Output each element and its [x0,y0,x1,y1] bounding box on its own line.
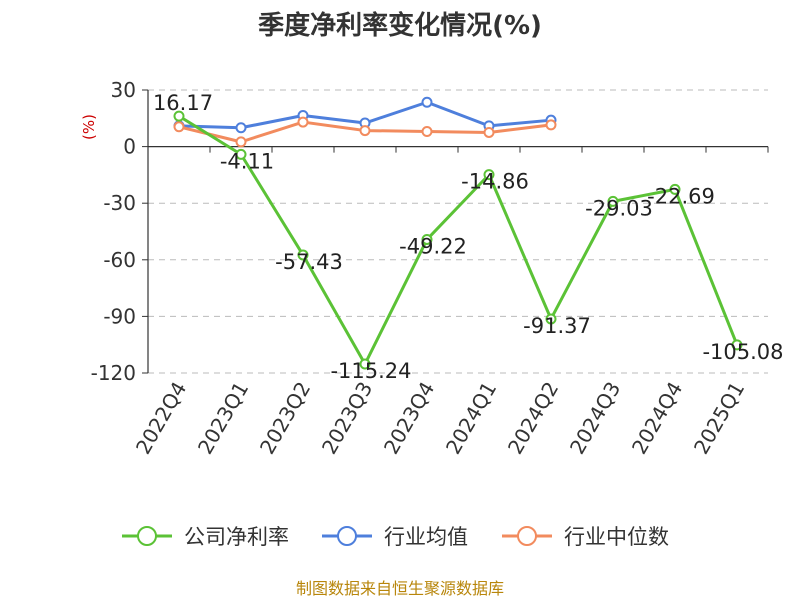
data-label: -115.24 [330,359,411,383]
data-label: -91.37 [523,314,591,338]
legend-swatch-marker [137,526,157,546]
source-note: 制图数据来自恒生聚源数据库 [296,579,504,598]
data-point [235,122,247,134]
data-point [421,233,433,245]
data-point [359,125,371,137]
data-point [669,183,681,195]
data-point [421,126,433,138]
x-tick-label: 2022Q4 [131,378,191,459]
data-label: -4.11 [220,149,274,173]
data-point [545,119,557,131]
data-point [235,136,247,148]
legend-swatch-marker [517,526,537,546]
y-axis-label: (%) [80,114,98,140]
data-point [483,126,495,138]
data-label: -57.43 [275,250,343,274]
x-tick-label: 2024Q4 [627,378,687,459]
data-point [173,121,185,133]
x-tick-label: 2023Q4 [379,378,439,459]
y-tick-label: 0 [123,135,136,159]
x-tick-label: 2024Q3 [565,378,625,459]
data-point [421,96,433,108]
data-label: -22.69 [647,184,715,208]
data-point [297,249,309,261]
y-tick-label: -60 [103,248,136,272]
y-tick-label: -90 [103,304,136,328]
legend-label: 行业中位数 [564,525,669,549]
data-point [545,313,557,325]
data-point [297,116,309,128]
x-tick-label: 2023Q1 [193,378,253,459]
data-point [235,148,247,160]
data-label: 16.17 [153,91,213,115]
y-tick-label: -30 [103,191,136,215]
data-point [607,195,619,207]
x-tick-label: 2024Q2 [503,378,563,459]
data-point [483,169,495,181]
x-tick-label: 2023Q2 [255,378,315,459]
data-label: -49.22 [399,234,467,258]
x-tick-label: 2025Q1 [689,378,749,459]
chart-title: 季度净利率变化情况(%) [258,10,542,41]
data-point [731,339,743,351]
data-label: -14.86 [461,170,529,194]
x-tick-label: 2023Q3 [317,378,377,459]
x-tick-label: 2024Q1 [441,378,501,459]
data-point [173,110,185,122]
data-point [359,358,371,370]
series-line [178,114,739,366]
data-label: -105.08 [702,340,783,364]
legend-swatch-marker [337,526,357,546]
y-tick-label: -120 [91,361,136,385]
legend-label: 公司净利率 [184,525,289,549]
legend-label: 行业均值 [384,525,468,549]
data-label: -29.03 [585,196,653,220]
y-tick-label: 30 [111,78,136,102]
